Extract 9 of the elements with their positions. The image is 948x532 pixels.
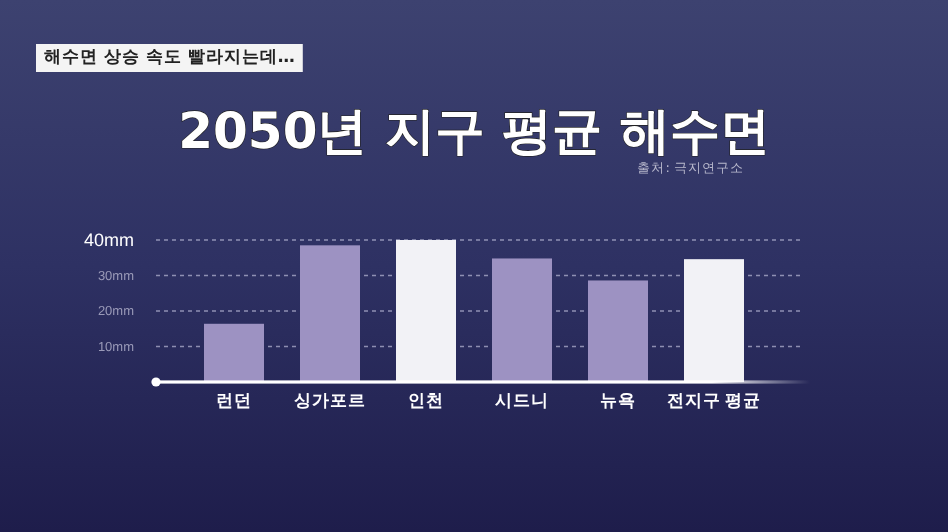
- y-tick-label: 40mm: [83, 229, 134, 250]
- x-tick-label: 싱가포르: [294, 390, 366, 411]
- x-tick-label: 전지구 평균: [666, 390, 762, 411]
- x-tick-label: 시드니: [495, 390, 549, 411]
- x-tick-label: 런던: [216, 390, 252, 411]
- x-tick-label: 뉴욕: [600, 390, 636, 411]
- chart-title: 2050년 지구 평균 해수면: [178, 102, 770, 160]
- chart-subtitle: 해수면 상승 속도 빨라지는데…: [44, 48, 295, 68]
- x-tick-label: 인천: [408, 390, 444, 411]
